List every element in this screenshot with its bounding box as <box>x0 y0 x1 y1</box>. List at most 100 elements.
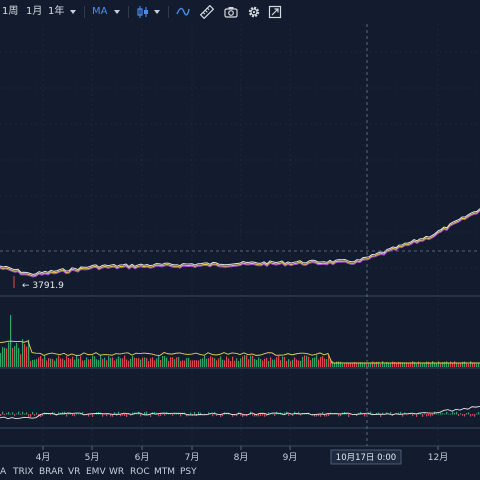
volume-bar <box>132 356 134 367</box>
indicator-bar <box>446 411 448 415</box>
volume-bar <box>252 355 254 367</box>
month-tick-label: 8月 <box>234 452 249 463</box>
indicator-bar <box>170 413 172 415</box>
indicator-bar <box>6 412 8 415</box>
volume-bar <box>416 363 418 367</box>
volume-bar <box>312 357 314 367</box>
indicator-bar <box>110 414 112 417</box>
volume-bar <box>82 360 84 367</box>
volume-bar <box>182 360 184 367</box>
indicator-tab-vr[interactable]: VR <box>68 467 81 477</box>
indicator-tab-mtm[interactable]: MTM <box>154 467 176 477</box>
line-style-icon[interactable] <box>176 5 190 19</box>
volume-bar <box>58 355 60 367</box>
indicator-tab-trix[interactable]: TRIX <box>13 467 34 477</box>
volume-bar <box>428 361 430 367</box>
chevron-down-icon[interactable] <box>70 10 76 14</box>
indicator-bar <box>122 414 124 416</box>
indicator-bar <box>50 414 52 416</box>
volume-bar <box>90 359 92 367</box>
indicator-bar <box>66 414 68 417</box>
volume-bar <box>114 360 116 367</box>
period-week-button[interactable]: 1周 <box>2 6 19 17</box>
ruler-icon[interactable] <box>200 5 214 19</box>
volume-bar <box>162 355 164 367</box>
volume-bar <box>34 359 36 367</box>
indicator-bar <box>172 414 174 416</box>
indicator-tab-wr[interactable]: WR <box>109 467 125 477</box>
indicator-bar <box>24 413 26 415</box>
indicator-bar <box>476 413 478 415</box>
volume-bar <box>104 357 106 367</box>
volume-bar <box>72 356 74 367</box>
volume-bar <box>176 357 178 367</box>
volume-bar <box>120 358 122 367</box>
volume-bar <box>110 357 112 367</box>
indicator-tab-psy[interactable]: PSY <box>180 467 197 477</box>
volume-bar <box>270 357 272 367</box>
indicator-bar <box>160 414 162 416</box>
volume-bar <box>370 363 372 367</box>
volume-bar <box>344 363 346 367</box>
indicator-tab-brar[interactable]: BRAR <box>39 467 64 477</box>
indicator-bar <box>466 413 468 415</box>
volume-bar <box>202 358 204 367</box>
indicator-bar <box>114 412 116 415</box>
indicator-bar <box>304 413 306 415</box>
camera-icon[interactable] <box>224 5 238 19</box>
volume-bar <box>136 358 138 367</box>
fullscreen-icon[interactable] <box>268 5 282 19</box>
indicator-bar <box>456 411 458 415</box>
volume-bar <box>426 361 428 367</box>
indicator-bar <box>72 414 74 416</box>
indicator-bar <box>64 411 66 415</box>
period-year-button[interactable]: 1年 <box>48 6 65 17</box>
volume-bar <box>392 361 394 367</box>
indicator-bar <box>372 413 374 415</box>
price-chart[interactable]: 4月 5月 6月 7月 8月 9月 12月 ← 3791.9 10月17日 0:00 <box>0 24 480 480</box>
indicator-bar <box>132 412 134 415</box>
chevron-down-icon[interactable] <box>114 10 120 14</box>
indicator-bar <box>472 414 474 416</box>
indicator-tab-emv[interactable]: EMV <box>86 467 106 477</box>
indicator-bar <box>2 411 4 415</box>
indicator-bar <box>124 414 126 416</box>
volume-bar <box>278 355 280 367</box>
volume-bar <box>70 358 72 367</box>
volume-bar <box>394 361 396 367</box>
period-month-button[interactable]: 1月 <box>26 6 43 17</box>
volume-bar <box>384 363 386 367</box>
volume-pane <box>0 315 480 367</box>
indicator-select[interactable]: MA <box>92 6 108 17</box>
volume-bar <box>208 358 210 367</box>
gear-icon[interactable] <box>247 5 261 19</box>
indicator-bar <box>226 413 228 415</box>
chevron-down-icon[interactable] <box>154 10 160 14</box>
indicator-bar <box>76 413 78 415</box>
volume-bar <box>442 362 444 367</box>
indicator-tab-roc[interactable]: ROC <box>130 467 150 477</box>
volume-bar <box>268 360 270 367</box>
volume-bar <box>220 356 222 367</box>
indicator-bar <box>292 414 294 416</box>
volume-bar <box>200 359 202 367</box>
indicator-pane <box>0 405 480 420</box>
volume-bar <box>140 359 142 367</box>
indicator-bar <box>412 414 414 417</box>
indicator-bar <box>320 414 322 417</box>
volume-bar <box>230 360 232 367</box>
volume-bar <box>198 360 200 367</box>
candlestick-icon[interactable] <box>136 5 150 19</box>
volume-bar <box>62 358 64 367</box>
volume-bar <box>44 355 46 367</box>
volume-bar <box>24 344 26 367</box>
indicator-bar <box>164 414 166 416</box>
volume-bar <box>340 361 342 367</box>
volume-bar <box>400 362 402 367</box>
indicator-bar <box>212 414 214 417</box>
indicator-bar <box>28 414 30 417</box>
volume-bar <box>282 356 284 367</box>
volume-bar <box>382 361 384 367</box>
volume-bar <box>18 347 20 367</box>
indicator-tab-a[interactable]: A <box>0 467 7 477</box>
